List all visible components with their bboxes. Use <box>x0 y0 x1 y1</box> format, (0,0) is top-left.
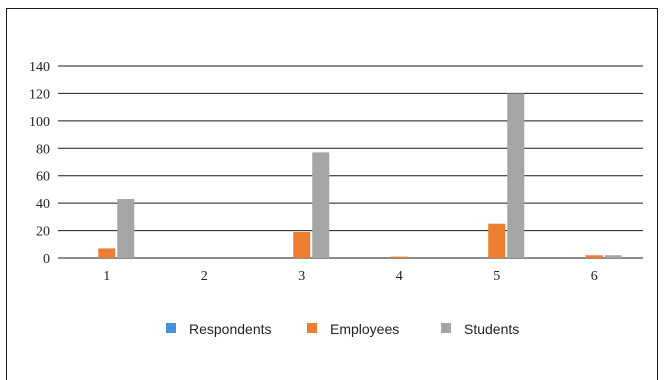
legend-swatch-respondents <box>166 323 176 333</box>
bar-employees-1 <box>98 248 116 258</box>
bar-students-6 <box>604 255 622 258</box>
y-tick-label: 80 <box>36 142 50 157</box>
y-tick-label: 140 <box>29 60 50 75</box>
y-axis-ticks: 0 20 40 60 80 100 120 140 <box>29 60 50 267</box>
chart-frame <box>6 8 658 380</box>
bar-students-3 <box>312 152 330 258</box>
legend-swatch-students <box>441 323 451 333</box>
x-tick-label: 1 <box>103 269 110 284</box>
bar-students-1 <box>117 199 135 258</box>
x-tick-label: 5 <box>493 269 500 284</box>
bar-employees-5 <box>488 223 506 258</box>
legend-swatch-employees <box>307 323 317 333</box>
bars <box>98 93 622 258</box>
legend: Respondents Employees Students <box>166 321 519 337</box>
y-tick-label: 120 <box>29 87 50 102</box>
bar-employees-3 <box>293 231 311 258</box>
y-tick-label: 40 <box>36 197 50 212</box>
y-tick-label: 0 <box>43 252 50 267</box>
x-tick-label: 4 <box>396 269 403 284</box>
legend-label-students: Students <box>464 321 519 337</box>
bar-employees-6 <box>585 255 603 258</box>
bar-employees-4 <box>390 256 408 258</box>
gridlines <box>58 65 643 259</box>
x-tick-label: 2 <box>201 269 208 284</box>
y-tick-label: 60 <box>36 170 50 185</box>
bar-students-5 <box>507 93 525 258</box>
x-axis-ticks: 1 2 3 4 5 6 <box>103 269 598 284</box>
y-tick-label: 100 <box>29 115 50 130</box>
y-tick-label: 20 <box>36 225 50 240</box>
x-tick-label: 3 <box>298 269 305 284</box>
legend-label-respondents: Respondents <box>189 321 272 337</box>
legend-label-employees: Employees <box>330 321 399 337</box>
x-tick-label: 6 <box>591 269 598 284</box>
